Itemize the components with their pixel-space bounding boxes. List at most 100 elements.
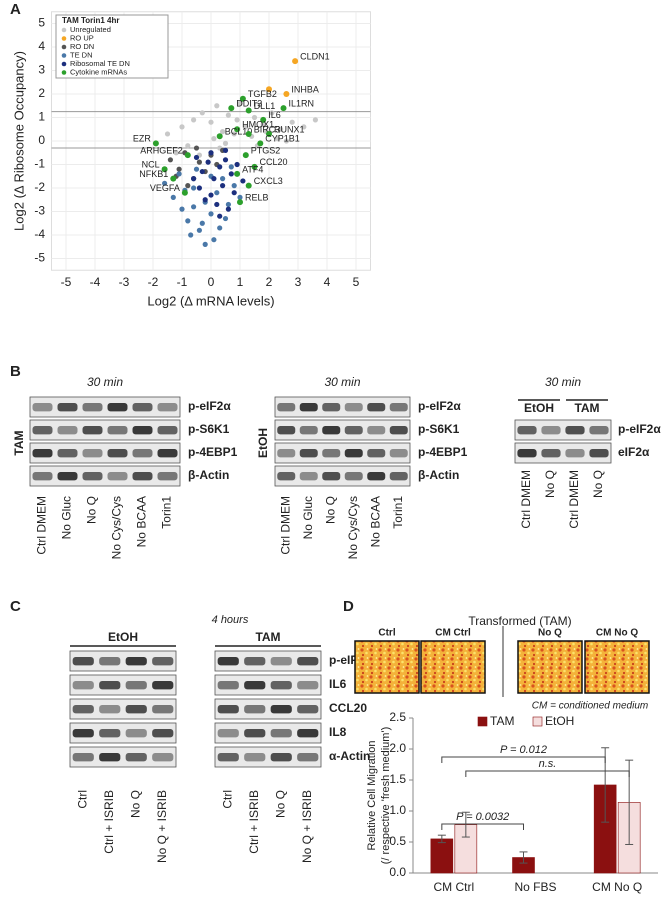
x-tick-label: 4: [324, 275, 331, 289]
blot-band: [72, 681, 94, 690]
lane-label: Ctrl DMEM: [519, 470, 533, 529]
y-tick-label: 2.5: [389, 710, 406, 724]
blot-band: [132, 426, 153, 435]
blot-band: [299, 426, 318, 435]
scatter-point: [211, 176, 217, 182]
scatter-point: [199, 220, 205, 226]
blot-band: [541, 426, 561, 435]
scatter-point: [231, 190, 237, 196]
blot-band: [107, 472, 128, 481]
blot-band: [277, 426, 296, 435]
blot-strip: [274, 396, 411, 418]
y-tick-label: -3: [34, 204, 45, 218]
gene-label: CYP1B1: [265, 134, 300, 144]
blot-band: [322, 449, 341, 458]
row-label: IL8: [329, 725, 347, 739]
blot-strip: [214, 674, 322, 696]
row-label: β-Actin: [418, 468, 459, 482]
blot-strip: [69, 698, 177, 720]
x-tick-label: 2: [266, 275, 273, 289]
image-note: CM = conditioned medium: [532, 701, 648, 712]
blot-band: [344, 426, 363, 435]
blot-band: [152, 729, 174, 738]
y-tick-label: 0: [38, 133, 45, 147]
blot-title: 4 hours: [212, 614, 249, 626]
scatter-point: [231, 183, 237, 189]
blot-band: [152, 705, 174, 714]
group-label: TAM: [255, 630, 280, 644]
scatter-point: [231, 131, 237, 137]
blot-strip: [214, 698, 322, 720]
blot-band: [297, 681, 319, 690]
x-tick-label: -5: [61, 275, 72, 289]
scatter-point: [228, 105, 235, 112]
blot-band: [152, 657, 174, 666]
scatter-point: [260, 116, 267, 123]
y-tick-label: 3: [38, 63, 45, 77]
blot-band: [322, 472, 341, 481]
y-tick-label: 0.0: [389, 865, 406, 879]
lane-label: No Q: [128, 790, 142, 818]
blot-title: 30 min: [324, 375, 360, 389]
scatter-point: [185, 143, 191, 149]
images-title: Transformed (TAM): [468, 614, 571, 628]
group-label: TAM: [574, 401, 599, 415]
legend-label: Unregulated: [70, 25, 111, 34]
legend-swatch: [61, 27, 67, 33]
lane-label: No Q: [273, 790, 287, 818]
blot-band: [32, 426, 53, 435]
row-label: α-Actin: [329, 749, 370, 763]
scatter-point: [176, 171, 182, 177]
scatter-point: [234, 170, 241, 177]
blot-band: [132, 449, 153, 458]
row-label: CCL20: [329, 701, 367, 715]
scatter-point: [278, 126, 284, 132]
blot-band: [157, 403, 178, 412]
blot-band: [157, 449, 178, 458]
significance-bracket: [465, 770, 630, 777]
x-tick-label: No FBS: [514, 880, 556, 894]
blot-strip: [514, 442, 612, 464]
x-tick-label: 3: [295, 275, 302, 289]
y-tick-label: 0.5: [389, 834, 406, 848]
y-axis-label: Relative Cell Migration: [366, 740, 378, 850]
scatter-point: [196, 159, 202, 165]
blot-band: [32, 403, 53, 412]
lane-label: Ctrl: [75, 790, 89, 809]
scatter-point: [257, 140, 264, 147]
scatter-point: [193, 145, 200, 151]
legend-label: RO UP: [70, 33, 94, 42]
y-tick-label: 5: [38, 16, 45, 30]
blot-band: [244, 681, 266, 690]
scatter-point: [216, 133, 223, 140]
blot-band: [99, 657, 121, 666]
blot-strip: [29, 442, 181, 464]
gene-label: NCL: [142, 160, 160, 170]
scatter-point: [245, 130, 252, 137]
legend-swatch: [61, 70, 67, 75]
blot-band: [99, 681, 121, 690]
gene-label: CLDN1: [300, 51, 330, 61]
legend-swatch: [61, 36, 67, 41]
y-axis-label: Log2 (Δ Ribosome Occupancy): [11, 51, 26, 231]
scatter-point: [243, 124, 249, 130]
x-tick-label: -3: [119, 275, 130, 289]
scatter-point: [222, 215, 229, 222]
y-tick-label: 2: [38, 86, 45, 100]
blot-band: [389, 472, 408, 481]
gene-label: DDIT3: [236, 98, 262, 108]
blot-band: [244, 705, 266, 714]
scatter-point: [237, 199, 243, 206]
x-tick-label: -4: [90, 275, 101, 289]
scatter-point: [239, 95, 246, 102]
scatter-point: [193, 166, 200, 172]
blot-strip: [214, 746, 322, 768]
scatter-point: [199, 168, 205, 175]
scatter-point: [280, 105, 287, 112]
gene-label: IL1RN: [289, 98, 315, 108]
blot-band: [57, 426, 78, 435]
lane-label: No Q: [543, 470, 557, 498]
blot-band: [107, 403, 128, 412]
blot-band: [589, 426, 609, 435]
